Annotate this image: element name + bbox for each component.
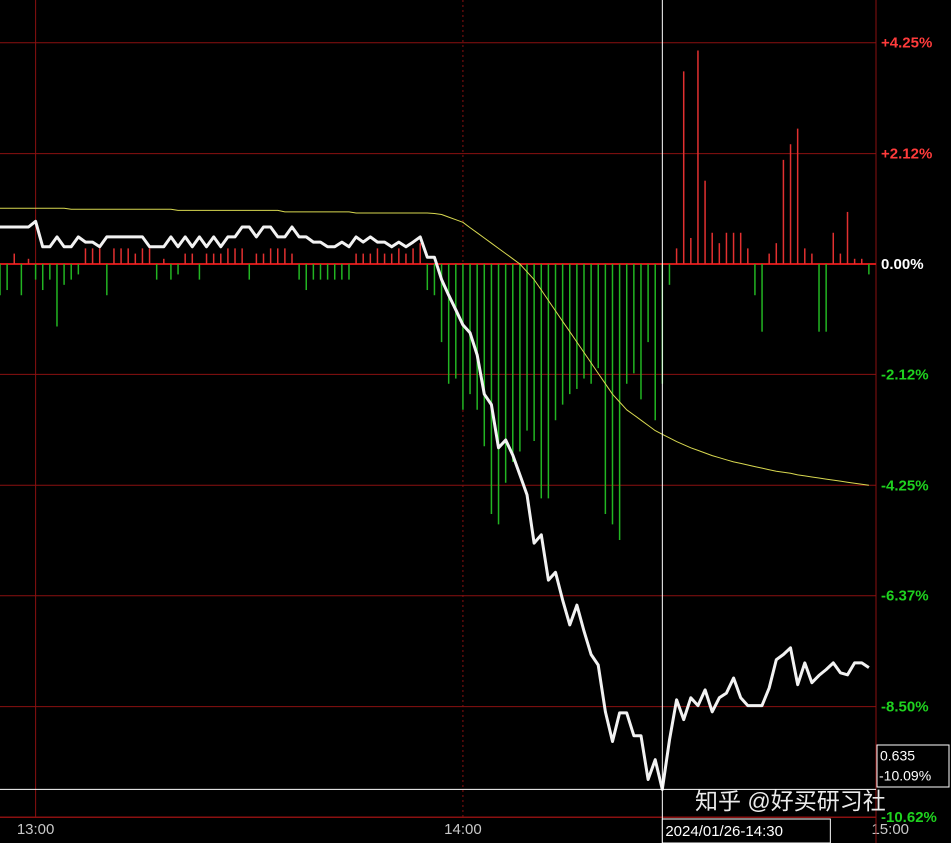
x-tick-label: 15:00 bbox=[871, 821, 909, 838]
x-tick-label: 13:00 bbox=[17, 821, 55, 838]
crosshair-price: 0.635 bbox=[880, 748, 915, 764]
price-line bbox=[0, 219, 870, 791]
y-tick-label: -4.25% bbox=[881, 477, 929, 494]
y-tick-label: +4.25% bbox=[881, 35, 932, 52]
crosshair-time: 2024/01/26-14:30 bbox=[665, 823, 783, 840]
y-tick-label: 0.00% bbox=[881, 256, 924, 273]
y-tick-label: -10.62% bbox=[881, 809, 937, 826]
y-tick-label: +2.12% bbox=[881, 146, 932, 163]
crosshair-time-box bbox=[661, 818, 831, 843]
y-tick-label: -6.37% bbox=[881, 588, 929, 605]
price-line bbox=[0, 207, 869, 486]
x-tick-label: 14:00 bbox=[444, 821, 482, 838]
y-tick-label: -2.12% bbox=[881, 366, 929, 383]
crosshair-value: -10.09% bbox=[879, 768, 931, 784]
crosshair-box bbox=[876, 744, 950, 788]
y-tick-label: -8.50% bbox=[881, 699, 929, 716]
watermark: 知乎 @好买研习社 bbox=[695, 788, 886, 814]
